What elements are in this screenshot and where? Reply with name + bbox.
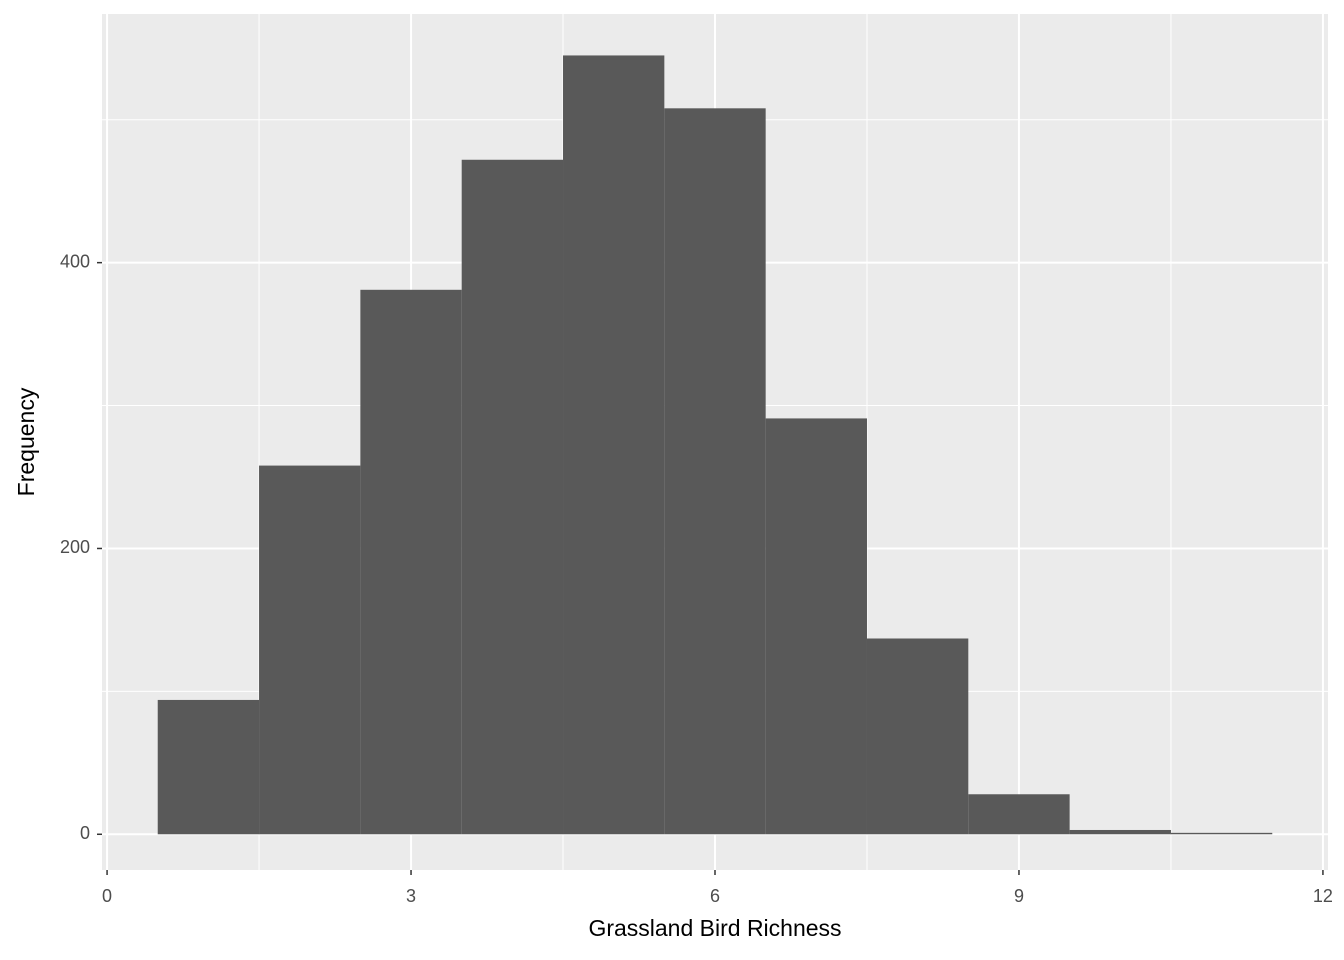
bar xyxy=(157,699,260,835)
bar xyxy=(360,289,462,835)
bar xyxy=(765,418,867,835)
y-tick-label: 200 xyxy=(60,537,90,557)
y-tick-label: 0 xyxy=(80,823,90,843)
bar xyxy=(563,55,665,835)
x-tick-label: 12 xyxy=(1313,886,1333,906)
bar xyxy=(1170,832,1273,835)
x-tick-label: 9 xyxy=(1014,886,1024,906)
x-tick-label: 0 xyxy=(102,886,112,906)
bar xyxy=(461,159,564,835)
y-tick-label: 400 xyxy=(60,251,90,271)
x-axis-title: Grassland Bird Richness xyxy=(588,915,841,941)
y-axis-title: Frequency xyxy=(13,387,39,496)
bar xyxy=(259,465,361,835)
bar xyxy=(866,638,969,835)
bar xyxy=(968,794,1070,835)
bar xyxy=(664,108,766,835)
bar xyxy=(1069,829,1171,835)
x-tick-label: 3 xyxy=(406,886,416,906)
x-tick-label: 6 xyxy=(710,886,720,906)
